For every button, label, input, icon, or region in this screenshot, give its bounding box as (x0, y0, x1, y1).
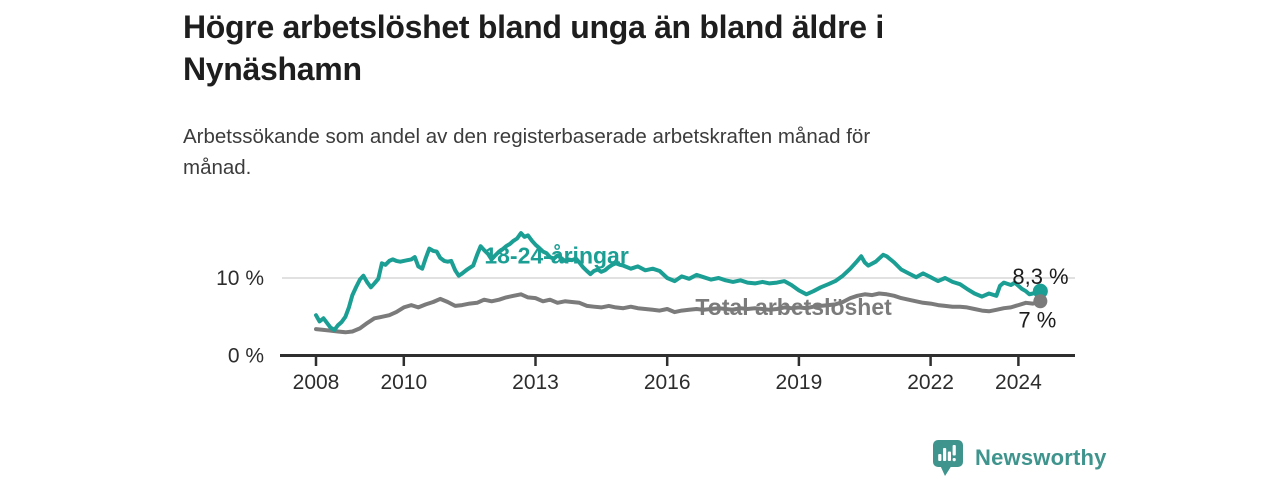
x-tick-label-2019: 2019 (776, 371, 823, 394)
series-name-label-1: Total arbetslöshet (695, 294, 892, 320)
series-line-1 (314, 291, 1043, 335)
page-title: Högre arbetslöshet bland unga än bland ä… (183, 9, 884, 88)
x-tick-label-2013: 2013 (512, 371, 559, 394)
series-end-label-1: 7 % (1018, 307, 1056, 332)
series-name-label-0: 18-24-åringar (484, 243, 629, 269)
series-end-label-0: 8,3 % (1012, 264, 1068, 289)
x-tick-label-2016: 2016 (644, 371, 691, 394)
bar-chart-speech-bubble-icon (933, 440, 963, 476)
series-end-dot-0 (1032, 283, 1048, 299)
x-tick-label-2010: 2010 (380, 371, 427, 394)
y-tick-label-10: 10 % (216, 267, 264, 290)
series-end-dot-1 (1033, 294, 1048, 309)
chart-subtitle: Arbetssökande som andel av den registerb… (183, 125, 871, 179)
newsworthy-brand-link[interactable]: Newsworthy (932, 438, 1107, 478)
x-tick-label-2022: 2022 (907, 371, 954, 394)
x-tick-label-2024: 2024 (995, 371, 1042, 394)
x-tick-label-2008: 2008 (293, 371, 340, 394)
brand-name: Newsworthy (975, 445, 1107, 470)
series-line-0 (314, 231, 1043, 332)
y-tick-label-0: 0 % (228, 345, 264, 368)
